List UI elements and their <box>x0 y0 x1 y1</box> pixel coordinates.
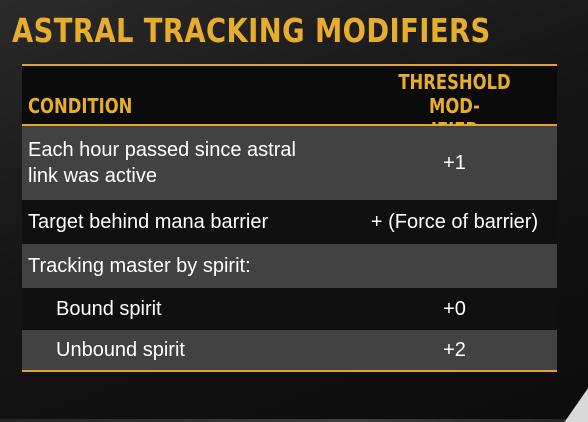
condition-text-line1: Each hour passed since astral <box>28 139 296 161</box>
condition-cell: Unbound spirit <box>56 339 185 361</box>
modifier-cell: +1 <box>443 151 466 174</box>
panel-bottom-edge <box>0 419 588 422</box>
condition-text-line2: link was active <box>28 165 157 187</box>
modifier-cell: +0 <box>443 297 466 320</box>
modifier-cell: +2 <box>443 338 466 361</box>
table-row: Bound spirit +0 <box>22 288 557 330</box>
table-title: ASTRAL TRACKING MODIFIERS <box>12 11 491 50</box>
condition-cell: Tracking master by spirit: <box>28 255 251 277</box>
table-row: Tracking master by spirit: <box>22 244 557 288</box>
condition-cell: Each hour passed since astral link was a… <box>28 126 296 200</box>
table-header: CONDITION THRESHOLD MOD- IFIER <box>22 64 557 142</box>
modifier-cell: + (Force of barrier) <box>370 210 539 233</box>
table-row: Unbound spirit +2 <box>22 330 557 372</box>
table-row: Each hour passed since astral link was a… <box>22 126 557 200</box>
condition-cell: Target behind mana barrier <box>28 211 269 233</box>
table-row: Target behind mana barrier + (Force of b… <box>22 200 557 244</box>
column-header-condition: CONDITION <box>28 94 133 118</box>
column-header-threshold-modifier-line1: THRESHOLD MOD- <box>398 70 511 118</box>
modifier-cell <box>352 244 557 288</box>
condition-cell: Bound spirit <box>56 298 162 320</box>
